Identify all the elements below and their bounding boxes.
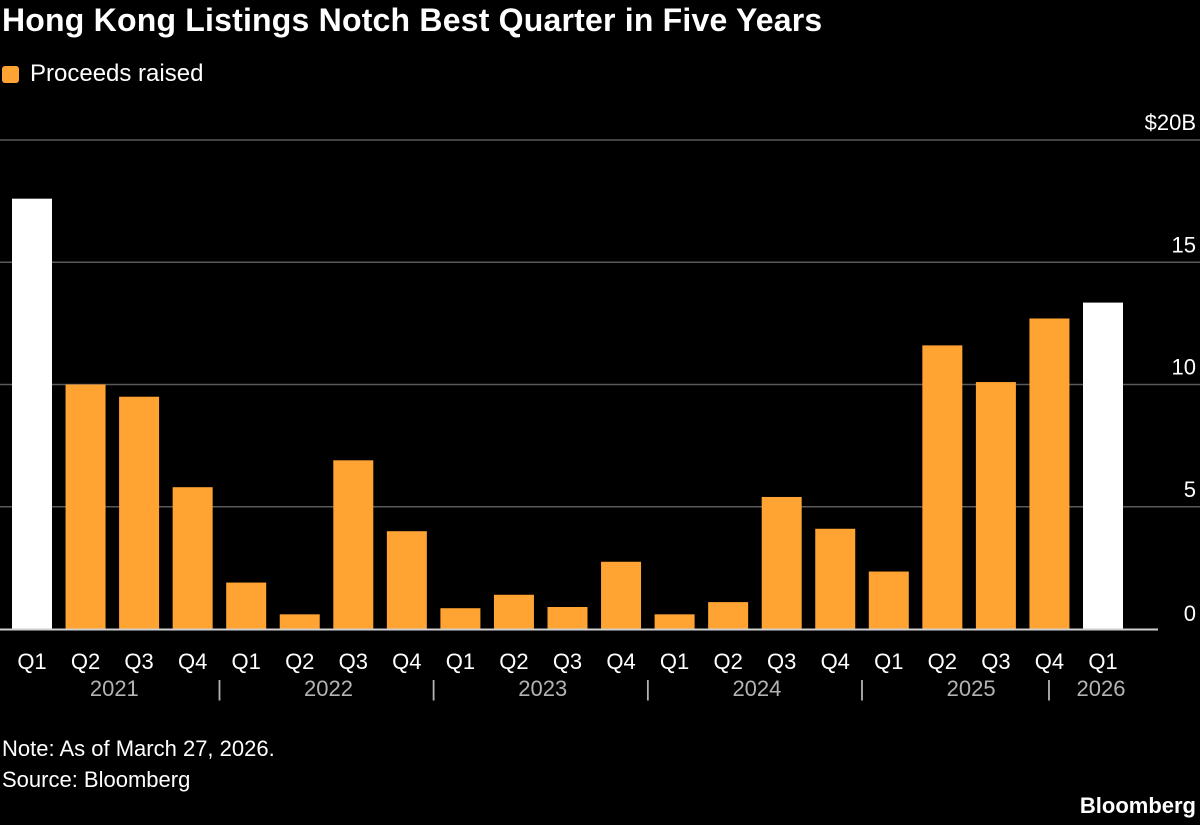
x-tick-label: Q4 — [178, 649, 207, 674]
legend-swatch — [2, 65, 19, 83]
note-text: Note: As of March 27, 2026. — [2, 736, 275, 761]
bar — [815, 528, 856, 629]
chart-title: Hong Kong Listings Notch Best Quarter in… — [2, 2, 823, 38]
x-tick-label: Q1 — [17, 649, 46, 674]
x-tick-label: Q3 — [339, 649, 368, 674]
x-tick-label: Q4 — [392, 649, 421, 674]
legend-label: Proceeds raised — [30, 60, 204, 87]
chart-footnotes: Note: As of March 27, 2026. Source: Bloo… — [2, 733, 275, 795]
bar — [708, 602, 749, 629]
x-tick-label: Q4 — [606, 649, 635, 674]
x-tick-label: Q2 — [713, 649, 742, 674]
x-tick-label: Q1 — [446, 649, 475, 674]
year-separator: | — [645, 676, 651, 701]
source-text: Source: Bloomberg — [2, 767, 191, 792]
bloomberg-logo: Bloomberg — [1079, 793, 1196, 818]
legend: Proceeds raised — [2, 60, 203, 88]
x-tick-label: Q2 — [928, 649, 957, 674]
x-tick-label: Q1 — [232, 649, 261, 674]
y-tick-label: 15 — [1172, 232, 1196, 257]
x-tick-label: Q4 — [821, 649, 850, 674]
bar — [65, 384, 106, 629]
year-label: 2022 — [304, 676, 353, 701]
y-tick-label: 5 — [1184, 477, 1196, 502]
bar — [172, 487, 213, 629]
bar — [547, 606, 588, 629]
year-separator: | — [217, 676, 223, 701]
x-tick-label: Q1 — [660, 649, 689, 674]
bar — [493, 594, 534, 629]
year-separator: | — [859, 676, 865, 701]
year-label: 2025 — [947, 676, 996, 701]
bar — [279, 614, 320, 629]
bar — [1083, 302, 1123, 629]
bar — [1029, 318, 1070, 629]
bar — [868, 571, 909, 629]
year-separator: | — [431, 676, 437, 701]
bar — [922, 345, 963, 629]
year-label: 2026 — [1077, 676, 1126, 701]
year-separator: | — [1046, 676, 1052, 701]
x-tick-label: Q2 — [499, 649, 528, 674]
x-tick-label: Q2 — [285, 649, 314, 674]
x-tick-label: Q3 — [124, 649, 153, 674]
bar — [761, 496, 802, 629]
year-label: 2023 — [518, 676, 567, 701]
year-label: 2021 — [90, 676, 139, 701]
y-tick-label: 0 — [1184, 601, 1196, 626]
bar — [333, 460, 374, 629]
bar — [226, 582, 267, 629]
bar — [119, 396, 160, 629]
bar — [975, 382, 1016, 629]
x-tick-label: Q3 — [553, 649, 582, 674]
bar — [386, 531, 427, 629]
y-tick-label: $20B — [1145, 110, 1196, 135]
x-tick-label: Q4 — [1035, 649, 1064, 674]
x-tick-label: Q3 — [767, 649, 796, 674]
y-tick-label: 10 — [1172, 355, 1196, 380]
x-tick-label: Q1 — [1088, 649, 1117, 674]
bar — [12, 198, 52, 629]
bar — [440, 608, 481, 629]
bar — [654, 614, 695, 629]
x-tick-label: Q2 — [71, 649, 100, 674]
x-tick-label: Q1 — [874, 649, 903, 674]
bar — [601, 561, 642, 629]
x-tick-label: Q3 — [981, 649, 1010, 674]
year-label: 2024 — [732, 676, 781, 701]
